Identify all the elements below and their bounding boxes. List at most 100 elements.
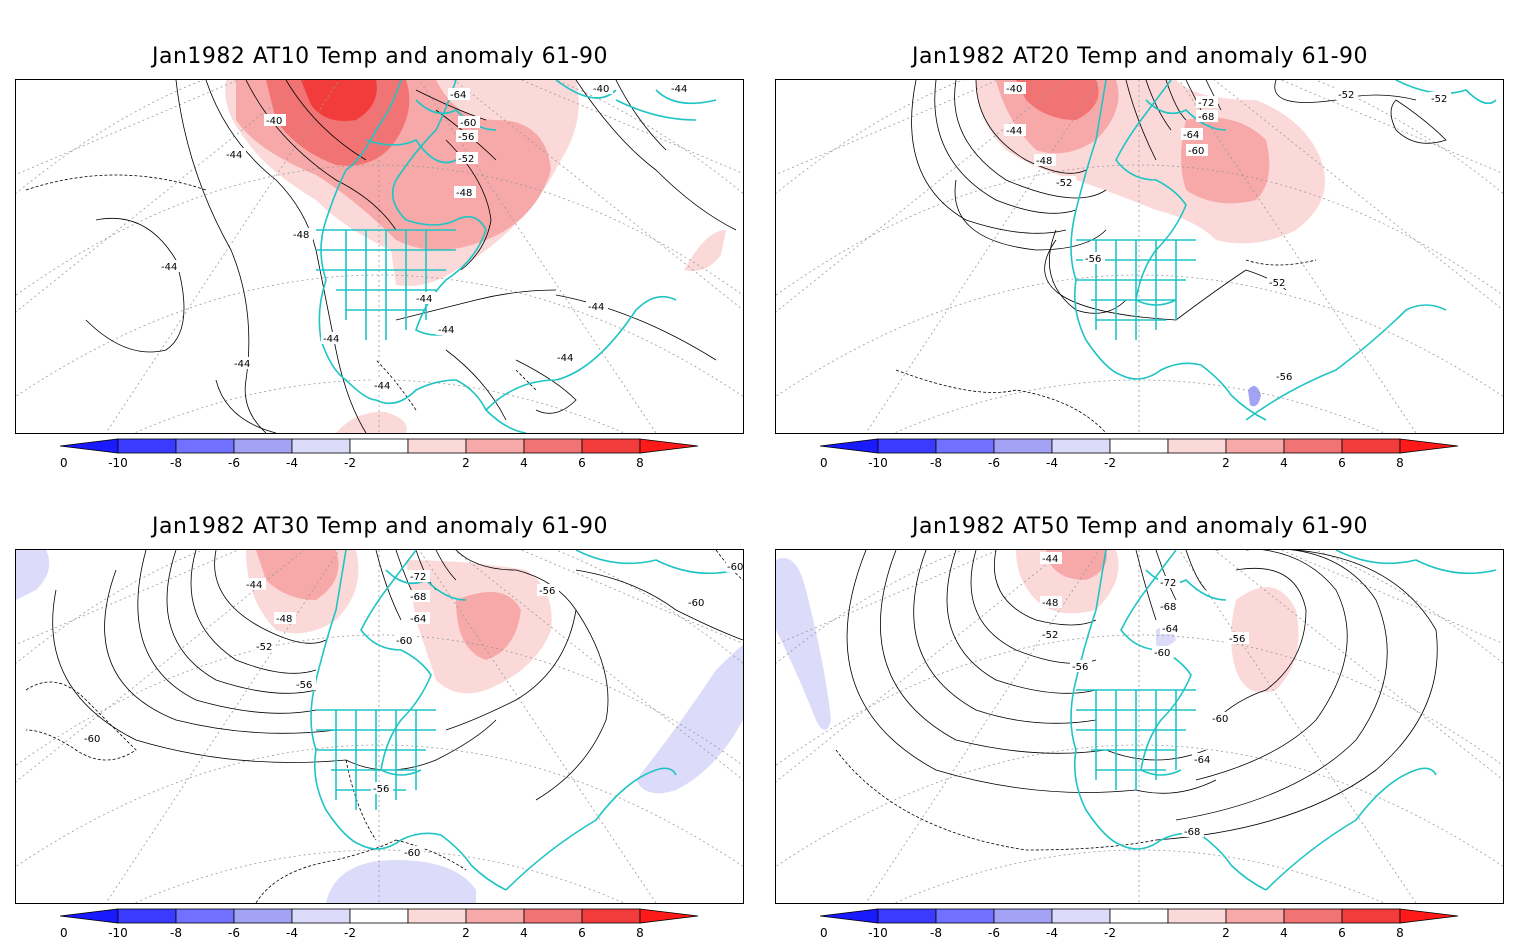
colorbar-tick-label: -8 xyxy=(170,926,182,940)
contour-labels: -44 -48 -52 -72 -68 -64 -56 -60 -56 -60 xyxy=(1040,552,1249,838)
colorbar-arrow-left xyxy=(60,438,119,454)
colorbar-tick-label: -2 xyxy=(1104,926,1116,940)
temperature-contours xyxy=(846,550,1438,841)
warm-anomaly-mid-w xyxy=(256,550,339,600)
contour-label: -48 xyxy=(456,188,472,199)
colorbar-segment xyxy=(523,908,583,924)
colorbar-arrow-right xyxy=(639,908,699,924)
contour-label: -64 xyxy=(1162,624,1178,635)
contour-label: -40 xyxy=(593,84,609,95)
contour-label: -64 xyxy=(450,90,466,101)
colorbar-arrow-right xyxy=(1399,438,1459,454)
colorbar-tick-label: 4 xyxy=(1280,926,1288,940)
colorbar-tick-label: 2 xyxy=(1222,926,1230,940)
contour-label: -56 xyxy=(296,680,312,691)
colorbar-segment xyxy=(1225,438,1285,454)
colorbar-tick-label: 8 xyxy=(1396,456,1404,470)
colorbar-tick-label: -8 xyxy=(930,456,942,470)
dashed-contours xyxy=(895,259,1317,433)
contour-label: -68 xyxy=(1160,602,1176,613)
map-at10: -64 -60 -56 -52 -48 -40 -44 -44 -48 -44 xyxy=(15,79,744,434)
colorbar-tick-label: -2 xyxy=(1104,456,1116,470)
colorbar-tick-label: -4 xyxy=(286,456,298,470)
contour-label: -56 xyxy=(1276,372,1292,383)
colorbar-svg: -10 -8 -6 -4 -2 2 4 6 8 10 xyxy=(60,908,699,940)
dashed-contours xyxy=(25,174,537,411)
contour-label: -44 xyxy=(671,84,687,95)
contour-label: -48 xyxy=(1042,598,1058,609)
colorbar-segment xyxy=(1051,438,1111,454)
graticule xyxy=(776,550,1503,903)
panel-title: Jan1982 AT30 Temp and anomaly 61-90 xyxy=(151,514,609,539)
contour-label: -60 xyxy=(688,598,704,609)
contour-label: -60 xyxy=(84,734,100,745)
colorbar-tick-label: 10 xyxy=(60,456,68,470)
contour-label: -68 xyxy=(410,592,426,603)
colorbar-tick-label: 4 xyxy=(520,926,528,940)
colorbar-segment xyxy=(935,438,995,454)
colorbar-segment xyxy=(1283,438,1343,454)
contour-label: -52 xyxy=(458,154,474,165)
colorbar-tick-label: 4 xyxy=(520,456,528,470)
cool-anomaly-nw xyxy=(16,550,50,600)
colorbar-tick-label: 2 xyxy=(1222,456,1230,470)
colorbar-arrow-left xyxy=(820,908,879,924)
contour-label: -64 xyxy=(1183,130,1199,141)
panel-at30: Jan1982 AT30 Temp and anomaly 61-90 xyxy=(0,470,760,940)
contour-label: -44 xyxy=(323,334,339,345)
colorbar-svg: -10 -8 -6 -4 -2 2 4 6 8 10 xyxy=(60,438,699,470)
contour-labels: -40 -44 -48 -52 -72 -68 -64 -60 -52 -52 xyxy=(1004,82,1451,383)
contour-labels: -64 -60 -56 -52 -48 -40 -44 -44 -48 -44 xyxy=(159,82,691,392)
colorbar-segment xyxy=(1167,908,1227,924)
contour-label: -52 xyxy=(1269,278,1285,289)
colorbar-segment xyxy=(581,908,641,924)
warm-anomaly-inner xyxy=(1016,80,1099,120)
dashed-contours xyxy=(835,749,1157,851)
contour-label: -44 xyxy=(1042,554,1058,565)
colorbar: -10 -8 -6 -4 -2 2 4 6 8 10 xyxy=(820,907,1460,941)
colorbar-segment xyxy=(291,908,351,924)
colorbar-svg: -10 -8 -6 -4 -2 2 4 6 8 10 xyxy=(820,438,1459,470)
contour-label: -48 xyxy=(293,230,309,241)
warm-anomaly-outer-e xyxy=(1231,587,1299,693)
colorbar-tick-label: 10 xyxy=(820,926,828,940)
graticule xyxy=(16,550,743,903)
panel-title: Jan1982 AT10 Temp and anomaly 61-90 xyxy=(151,44,609,69)
map-svg: -64 -60 -56 -52 -48 -40 -44 -44 -48 -44 xyxy=(16,80,743,433)
colorbar-segment xyxy=(877,908,937,924)
contour-labels: -44 -48 -52 -72 -68 -64 -60 -56 -56 -60 xyxy=(82,560,743,859)
contour-label: -68 xyxy=(1198,112,1214,123)
colorbar-segment xyxy=(117,438,177,454)
colorbar-segment xyxy=(407,908,467,924)
panel-at20: Jan1982 AT20 Temp and anomaly 61-90 xyxy=(760,0,1520,470)
warm-anomaly-mid-e xyxy=(1181,117,1270,204)
colorbar: -10 -8 -6 -4 -2 2 4 6 8 10 xyxy=(60,437,700,471)
cool-anomaly-se xyxy=(636,645,743,794)
contour-label: -44 xyxy=(557,353,573,364)
contour-label: -64 xyxy=(1194,755,1210,766)
contour-label: -60 xyxy=(1154,648,1170,659)
contour-label: -48 xyxy=(1036,156,1052,167)
colorbar-segment xyxy=(349,438,409,454)
contour-label: -44 xyxy=(588,302,604,313)
warm-anomaly-mid-e xyxy=(456,592,521,660)
colorbar-segment xyxy=(1051,908,1111,924)
colorbar-segment xyxy=(935,908,995,924)
contour-label: -64 xyxy=(410,614,426,625)
contour-label: -68 xyxy=(1184,827,1200,838)
contour-label: -44 xyxy=(416,294,432,305)
colorbar-segment xyxy=(581,438,641,454)
colorbar-segment xyxy=(523,438,583,454)
map-at30: -44 -48 -52 -72 -68 -64 -60 -56 -56 -60 xyxy=(15,549,744,904)
colorbar-segment xyxy=(291,438,351,454)
contour-label: -44 xyxy=(161,262,177,273)
colorbar-segment xyxy=(993,438,1053,454)
contour-label: -72 xyxy=(1198,98,1214,109)
coastline xyxy=(1070,80,1497,421)
colorbar-tick-label: 6 xyxy=(1338,926,1346,940)
colorbar-tick-label: 2 xyxy=(462,926,470,940)
contour-label: -56 xyxy=(1072,662,1088,673)
coastline xyxy=(310,550,737,891)
colorbar-tick-label: -4 xyxy=(286,926,298,940)
contour-label: -52 xyxy=(1056,178,1072,189)
